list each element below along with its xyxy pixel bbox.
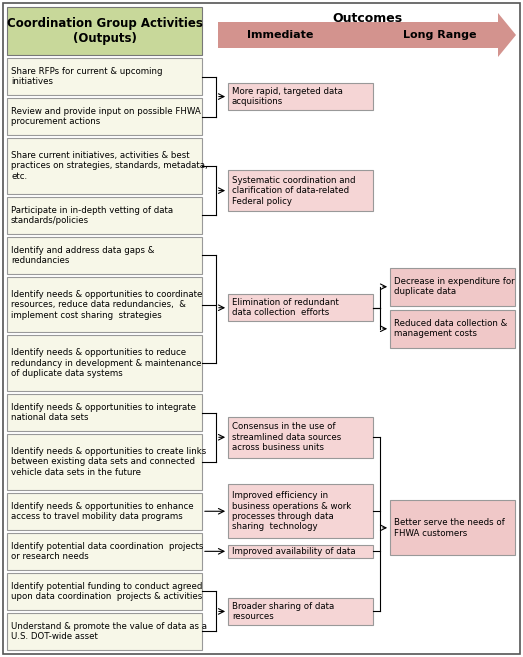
Text: Immediate: Immediate [247, 30, 313, 40]
Text: Identify needs & opportunities to coordinate
resources, reduce data redundancies: Identify needs & opportunities to coordi… [11, 290, 202, 319]
Text: Coordination Group Activities
(Outputs): Coordination Group Activities (Outputs) [7, 17, 202, 45]
FancyBboxPatch shape [228, 83, 373, 110]
FancyBboxPatch shape [228, 484, 373, 538]
FancyBboxPatch shape [7, 98, 202, 135]
Text: Elimination of redundant
data collection  efforts: Elimination of redundant data collection… [232, 298, 339, 317]
FancyBboxPatch shape [228, 545, 373, 558]
FancyBboxPatch shape [7, 196, 202, 234]
FancyBboxPatch shape [7, 394, 202, 431]
Text: Identify needs & opportunities to create links
between existing data sets and co: Identify needs & opportunities to create… [11, 447, 206, 477]
Text: More rapid, targeted data
acquisitions: More rapid, targeted data acquisitions [232, 87, 343, 106]
Text: Long Range: Long Range [403, 30, 477, 40]
Text: Improved availability of data: Improved availability of data [232, 547, 356, 556]
FancyBboxPatch shape [7, 237, 202, 274]
FancyBboxPatch shape [7, 138, 202, 194]
Text: Improved efficiency in
business operations & work
processes through data
sharing: Improved efficiency in business operatio… [232, 491, 351, 532]
FancyBboxPatch shape [228, 170, 373, 211]
Text: Consensus in the use of
streamlined data sources
across business units: Consensus in the use of streamlined data… [232, 422, 341, 452]
Text: Identify potential data coordination  projects
or research needs: Identify potential data coordination pro… [11, 541, 203, 561]
Text: Identify and address data gaps &
redundancies: Identify and address data gaps & redunda… [11, 246, 154, 265]
Text: Reduced data collection &
management costs: Reduced data collection & management cos… [394, 319, 507, 338]
Text: Decrease in expenditure for
duplicate data: Decrease in expenditure for duplicate da… [394, 277, 515, 296]
FancyBboxPatch shape [228, 417, 373, 457]
FancyBboxPatch shape [390, 268, 515, 306]
Text: Identify needs & opportunities to reduce
redundancy in development & maintenance: Identify needs & opportunities to reduce… [11, 348, 201, 378]
Text: Identify potential funding to conduct agreed
upon data coordination  projects & : Identify potential funding to conduct ag… [11, 581, 202, 601]
FancyBboxPatch shape [228, 294, 373, 321]
FancyBboxPatch shape [7, 434, 202, 489]
FancyBboxPatch shape [7, 573, 202, 610]
FancyBboxPatch shape [7, 277, 202, 332]
FancyBboxPatch shape [7, 533, 202, 570]
Text: Understand & promote the value of data as a
U.S. DOT-wide asset: Understand & promote the value of data a… [11, 622, 207, 641]
Text: Participate in in-depth vetting of data
standards/policies: Participate in in-depth vetting of data … [11, 206, 173, 225]
FancyBboxPatch shape [7, 58, 202, 95]
Polygon shape [218, 13, 516, 57]
Text: Share RFPs for current & upcoming
initiatives: Share RFPs for current & upcoming initia… [11, 67, 163, 86]
FancyBboxPatch shape [228, 598, 373, 625]
Text: Identify needs & opportunities to integrate
national data sets: Identify needs & opportunities to integr… [11, 403, 196, 422]
FancyBboxPatch shape [390, 309, 515, 348]
FancyBboxPatch shape [7, 613, 202, 650]
FancyBboxPatch shape [390, 501, 515, 555]
FancyBboxPatch shape [7, 493, 202, 530]
Text: Review and provide input on possible FHWA
procurement actions: Review and provide input on possible FHW… [11, 107, 201, 126]
FancyBboxPatch shape [7, 7, 202, 55]
Text: Broader sharing of data
resources: Broader sharing of data resources [232, 602, 334, 621]
FancyBboxPatch shape [7, 336, 202, 391]
Text: Better serve the needs of
FHWA customers: Better serve the needs of FHWA customers [394, 518, 505, 537]
Text: Share current initiatives, activities & best
practices on strategies, standards,: Share current initiatives, activities & … [11, 151, 208, 181]
Text: Systematic coordination and
clarification of data-related
Federal policy: Systematic coordination and clarificatio… [232, 175, 356, 206]
Text: Identify needs & opportunities to enhance
access to travel mobility data program: Identify needs & opportunities to enhanc… [11, 501, 194, 521]
Text: Outcomes: Outcomes [332, 12, 402, 25]
